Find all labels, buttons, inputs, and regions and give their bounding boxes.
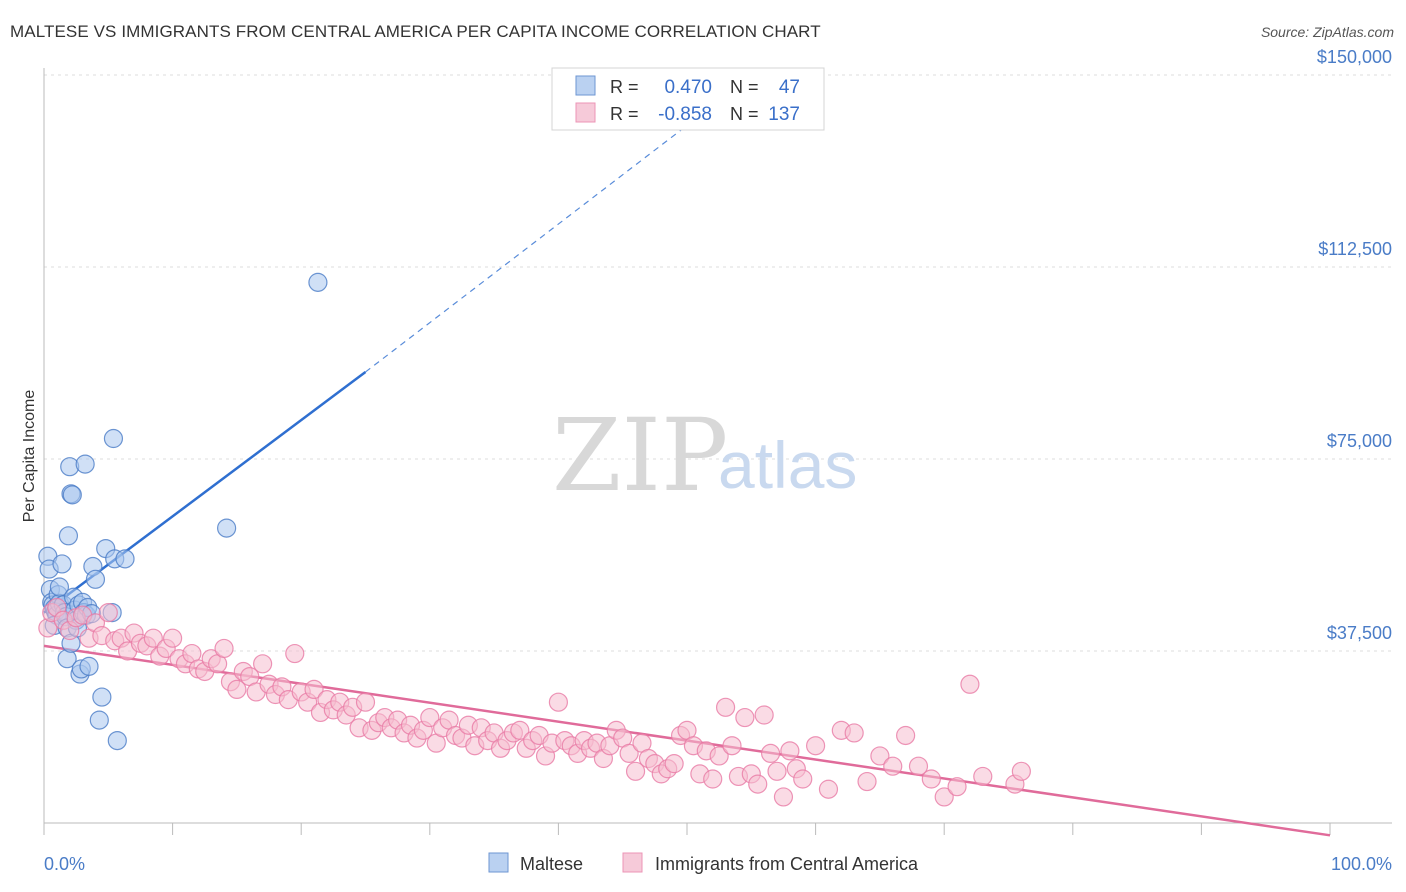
central-america-point-129	[934, 787, 954, 807]
central-america-point-91	[619, 743, 639, 764]
y-tick-label-1: $75,000	[1327, 431, 1392, 451]
central-america-point-17	[143, 628, 163, 648]
central-america-point-116	[780, 741, 800, 761]
central-america-point-10	[98, 602, 118, 623]
watermark-atlas: atlas	[718, 428, 857, 502]
maltese-point-43	[103, 428, 124, 449]
y-tick-labels: $37,500 $75,000 $112,500 $150,000	[1317, 47, 1392, 643]
legend: Maltese Immigrants from Central America	[488, 852, 919, 874]
central-america-point-106	[715, 697, 736, 717]
maltese-point-47	[217, 518, 237, 538]
central-america-point-92	[625, 761, 646, 781]
central-america-point-130	[947, 777, 967, 797]
stats-n-label-2: N =	[730, 104, 759, 124]
central-america-point-118	[793, 769, 813, 789]
stats-r-label-2: R =	[610, 104, 639, 124]
legend-label-maltese: Maltese	[520, 854, 583, 874]
central-america-point-131	[960, 674, 980, 694]
stats-swatch-maltese	[575, 75, 596, 96]
central-america-point-126	[896, 725, 916, 746]
stats-box: R = 0.470 N = 47 R = -0.858 N = 137	[551, 67, 825, 131]
central-america-point-28	[214, 638, 234, 659]
y-tick-label-0: $37,500	[1327, 623, 1392, 643]
maltese-point-38	[85, 569, 106, 589]
central-america-point-109	[735, 707, 755, 728]
central-america-point-105	[709, 746, 729, 766]
central-america-point-34	[253, 654, 273, 674]
stats-r-value-2: -0.858	[658, 104, 712, 125]
central-america-point-42	[304, 679, 324, 700]
maltese-point-32	[75, 454, 95, 474]
chart-source: Source: ZipAtlas.com	[1260, 24, 1394, 40]
maltese-point-17	[58, 526, 79, 546]
central-america-point-98	[664, 754, 684, 774]
maltese-point-40	[92, 687, 112, 707]
central-america-point-104	[703, 769, 723, 789]
central-america-point-114	[767, 761, 787, 781]
central-america-point-123	[857, 771, 877, 792]
central-america-point-39	[285, 643, 305, 664]
y-tick-label-3: $150,000	[1317, 47, 1392, 67]
central-america-point-122	[844, 723, 864, 743]
central-america-point-74	[510, 720, 530, 740]
central-america-point-107	[722, 736, 742, 756]
watermark: ZIP atlas	[552, 397, 857, 514]
maltese-point-48	[308, 272, 328, 292]
central-america-point-115	[773, 787, 794, 807]
y-axis-label: Per Capita Income	[21, 390, 38, 523]
stats-r-label-1: R =	[610, 77, 639, 97]
central-america-point-50	[355, 692, 376, 712]
stats-swatch-central-america	[575, 102, 596, 123]
central-america-point-125	[883, 756, 903, 776]
x-axis-max-label: 100.0%	[1331, 854, 1392, 874]
central-america-point-120	[818, 779, 839, 799]
central-america-point-80	[548, 692, 569, 712]
legend-label-central-america: Immigrants from Central America	[655, 854, 919, 874]
central-america-point-134	[1011, 761, 1031, 781]
maltese-point-45	[107, 730, 127, 751]
maltese-point-21	[62, 485, 82, 505]
legend-swatch-central-america	[622, 852, 643, 873]
central-america-point-128	[921, 769, 941, 789]
maltese-point-35	[79, 656, 99, 676]
central-america-point-124	[870, 746, 890, 766]
maltese-point-11	[49, 577, 70, 597]
grid	[44, 74, 1392, 652]
central-america-point-119	[805, 736, 826, 756]
central-america-point-127	[908, 756, 929, 776]
central-america-point-30	[227, 679, 247, 700]
central-america-point-112	[754, 705, 774, 725]
y-tick-label-2: $112,500	[1318, 239, 1392, 259]
maltese-point-39	[89, 710, 109, 730]
axes	[43, 68, 1392, 835]
stats-n-value-1: 47	[779, 77, 800, 98]
stats-n-label-1: N =	[730, 77, 759, 97]
stats-n-value-2: 137	[768, 104, 800, 125]
stats-r-value-1: 0.470	[664, 77, 712, 98]
central-america-point-60	[420, 707, 440, 728]
central-america-point-20	[163, 628, 183, 648]
watermark-zip: ZIP	[552, 397, 728, 514]
central-america-point-113	[760, 743, 781, 764]
maltese-point-12	[52, 554, 72, 574]
central-america-point-132	[973, 766, 993, 787]
x-axis-min-label: 0.0%	[44, 854, 85, 874]
central-america-point-111	[748, 774, 768, 794]
maltese-trend-extension	[365, 105, 714, 373]
legend-swatch-maltese	[488, 852, 509, 873]
data-points	[38, 272, 1031, 807]
maltese-point-46	[115, 549, 135, 569]
chart-title: MALTESE VS IMMIGRANTS FROM CENTRAL AMERI…	[10, 22, 821, 41]
